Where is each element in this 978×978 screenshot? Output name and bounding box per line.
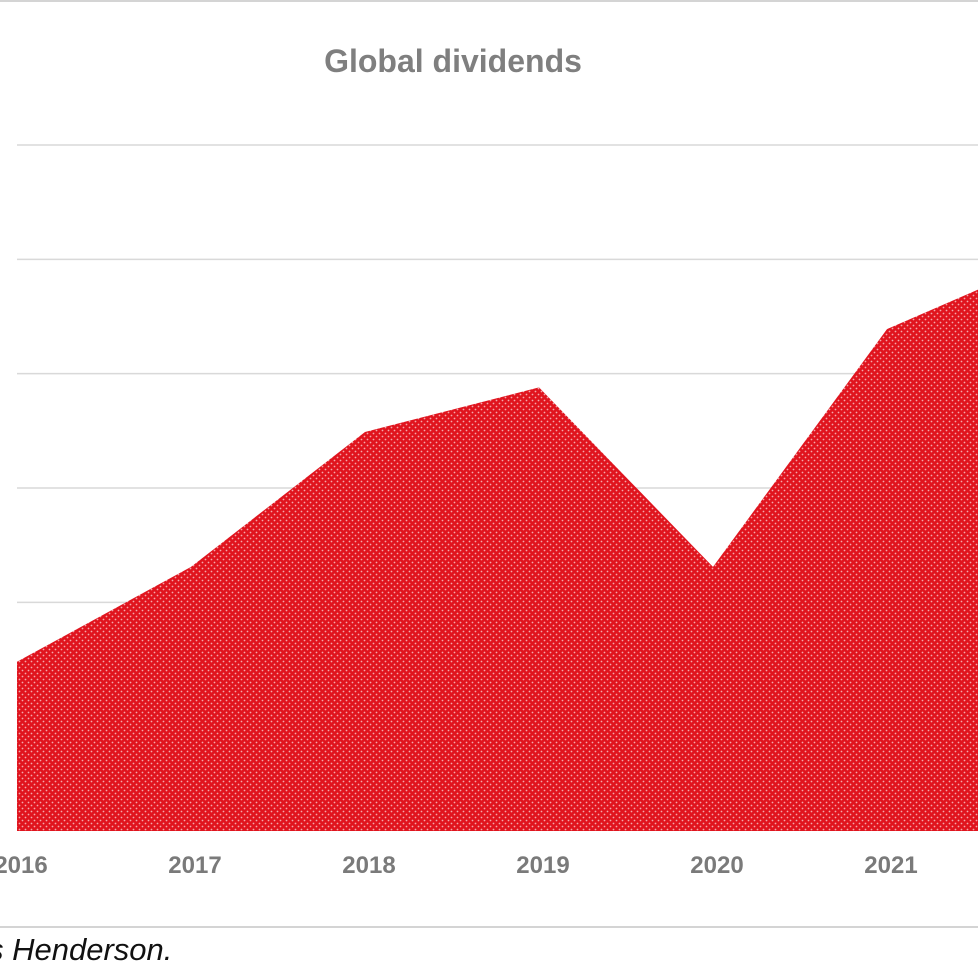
x-tick-label: 2018	[342, 852, 395, 879]
x-tick-label: 2021	[864, 852, 917, 879]
area-series	[17, 289, 978, 831]
source-note: s Henderson.	[0, 932, 173, 967]
chart-frame	[0, 0, 978, 928]
x-tick-label: 2019	[516, 852, 569, 879]
chart-title: Global dividends	[324, 43, 582, 79]
area-fill	[17, 289, 978, 831]
x-axis-ticks: 2016201720182019202020212022	[0, 852, 918, 879]
area-chart: Global dividends 2016 2017 2018 2019 2020 202…	[0, 43, 978, 879]
x-tick-label: 2016	[0, 852, 48, 879]
x-tick-label: 2020	[690, 852, 743, 879]
x-tick-label: 2017	[168, 852, 221, 879]
